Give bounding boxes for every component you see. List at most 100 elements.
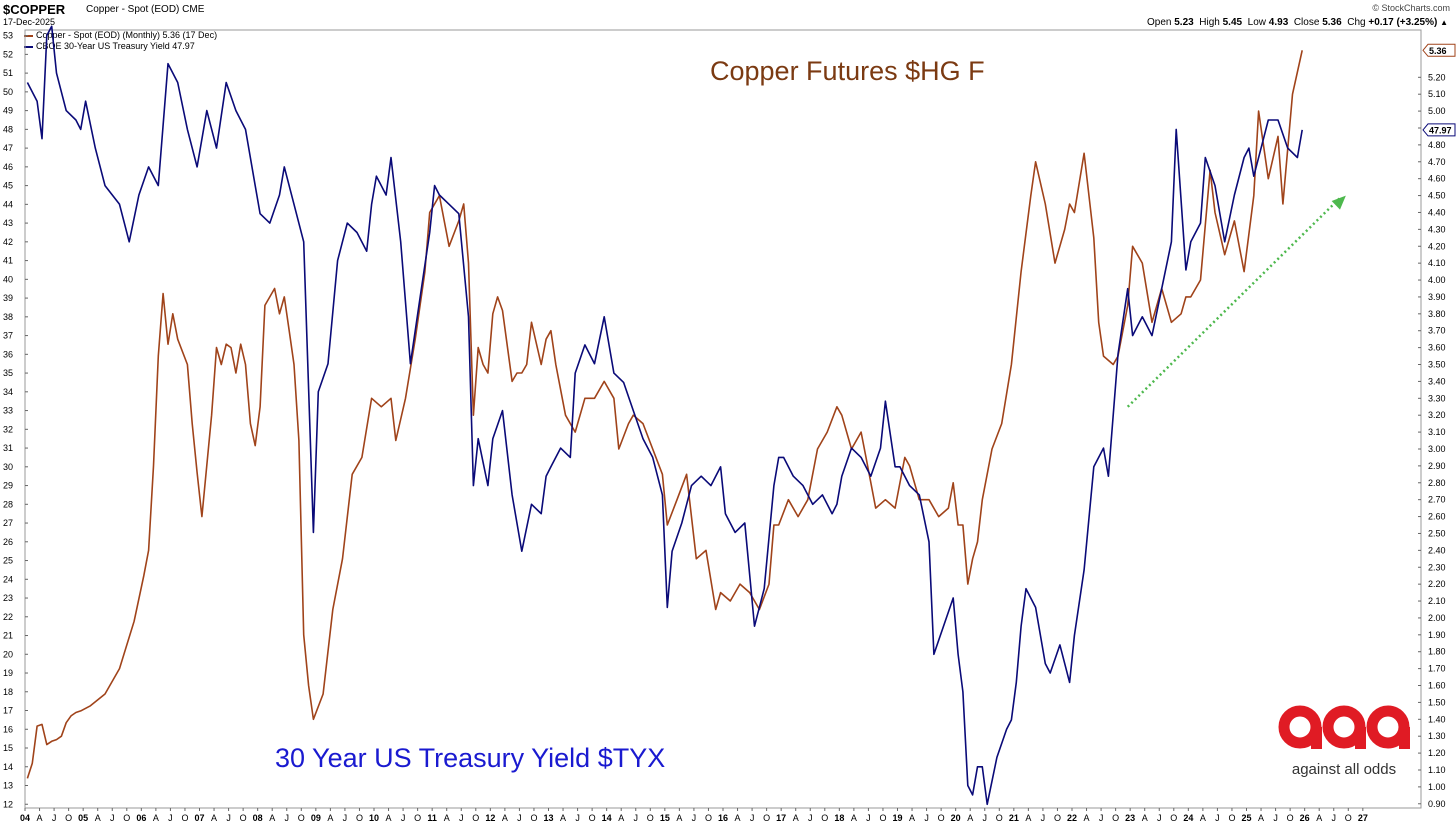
right-axis-tick-label: 5.20 — [1428, 72, 1446, 82]
chg-label: Chg — [1347, 17, 1366, 28]
x-axis-tick-label: J — [1157, 813, 1162, 823]
left-axis-tick-label: 23 — [3, 593, 13, 603]
x-axis-tick-label: 15 — [660, 813, 670, 823]
x-axis-tick-label: O — [763, 813, 770, 823]
right-axis-tick-label: 3.80 — [1428, 309, 1446, 319]
right-axis-tick-label: 1.90 — [1428, 630, 1446, 640]
tyx-last-value-tag-text: 47.97 — [1429, 125, 1452, 135]
left-axis-tick-label: 38 — [3, 312, 13, 322]
x-axis-tick-label: J — [1332, 813, 1337, 823]
against-all-odds-logo: against all odds — [1278, 703, 1410, 778]
right-axis-tick-label: 1.00 — [1428, 782, 1446, 792]
legend-item-copper[interactable]: Copper - Spot (EOD) (Monthly) 5.36 (17 D… — [24, 30, 217, 41]
legend-swatch-copper — [24, 34, 33, 37]
x-axis-tick-label: O — [589, 813, 596, 823]
x-axis-tick-label: O — [879, 813, 886, 823]
x-axis-tick-label: A — [735, 813, 741, 823]
up-triangle-icon: ▲ — [1440, 18, 1448, 27]
x-axis-tick-label: O — [1345, 813, 1352, 823]
x-axis-tick-label: J — [634, 813, 639, 823]
right-axis-tick-label: 2.70 — [1428, 495, 1446, 505]
right-axis-tick-label: 4.40 — [1428, 207, 1446, 217]
x-axis-tick-label: O — [1112, 813, 1119, 823]
x-axis-tick-label: J — [52, 813, 57, 823]
right-axis-tick-label: 3.30 — [1428, 393, 1446, 403]
x-axis-tick-label: O — [65, 813, 72, 823]
left-axis-tick-label: 18 — [3, 687, 13, 697]
logo-ring-tail-1 — [1311, 727, 1322, 749]
x-axis-tick-label: 13 — [543, 813, 553, 823]
x-axis-tick-label: J — [401, 813, 406, 823]
quote-bar: Open 5.23 High 5.45 Low 4.93 Close 5.36 … — [1147, 17, 1448, 28]
left-axis-tick-label: 52 — [3, 49, 13, 59]
x-axis-tick-label: J — [983, 813, 988, 823]
right-axis-tick-label: 5.00 — [1428, 106, 1446, 116]
x-axis-tick-label: 26 — [1300, 813, 1310, 823]
x-axis-tick-label: A — [269, 813, 275, 823]
chart-legend: Copper - Spot (EOD) (Monthly) 5.36 (17 D… — [24, 30, 217, 52]
tyx-annotation: 30 Year US Treasury Yield $TYX — [275, 743, 666, 773]
chg-value: +0.17 (+3.25%) — [1368, 17, 1438, 28]
x-axis-tick-label: O — [356, 813, 363, 823]
x-axis-tick-label: 18 — [834, 813, 844, 823]
left-axis-tick-label: 46 — [3, 162, 13, 172]
legend-swatch-tyx — [24, 45, 33, 48]
high-label: High — [1199, 17, 1220, 28]
right-axis-tick-label: 1.80 — [1428, 647, 1446, 657]
left-axis-tick-label: 20 — [3, 649, 13, 659]
x-axis-tick-label: A — [153, 813, 159, 823]
right-axis-tick-label: 4.60 — [1428, 174, 1446, 184]
chart-date: 17-Dec-2025 — [3, 17, 56, 27]
low-value: 4.93 — [1268, 17, 1289, 28]
copper-last-value-tag-box — [1422, 43, 1456, 57]
right-axis-tick-label: 3.60 — [1428, 343, 1446, 353]
x-axis-tick-label: O — [1170, 813, 1177, 823]
x-axis-tick-label: J — [924, 813, 929, 823]
right-axis-tick-label: 1.40 — [1428, 714, 1446, 724]
left-axis-tick-label: 30 — [3, 462, 13, 472]
x-axis-tick-label: A — [1084, 813, 1090, 823]
x-axis-tick-label: A — [386, 813, 392, 823]
right-axis-tick-label: 4.70 — [1428, 157, 1446, 167]
right-axis-tick-label: 4.30 — [1428, 224, 1446, 234]
right-axis-tick-label: 2.80 — [1428, 478, 1446, 488]
right-axis-tick-label: 4.80 — [1428, 140, 1446, 150]
right-axis-tick-label: 3.00 — [1428, 444, 1446, 454]
copper-annotation: Copper Futures $HG F — [710, 56, 985, 86]
left-axis-tick-label: 51 — [3, 68, 13, 78]
left-axis-tick-label: 42 — [3, 237, 13, 247]
logo-ring-tail-3 — [1399, 727, 1410, 749]
close-value: 5.36 — [1322, 17, 1342, 28]
right-axis-tick-label: 2.60 — [1428, 512, 1446, 522]
x-axis-tick-label: O — [123, 813, 130, 823]
x-axis-tick-label: J — [750, 813, 755, 823]
copper-last-value-tag-text: 5.36 — [1429, 46, 1447, 56]
x-axis-tick-label: O — [996, 813, 1003, 823]
x-axis-tick-label: J — [285, 813, 290, 823]
x-axis-tick-label: 04 — [20, 813, 30, 823]
legend-item-tyx[interactable]: CBOE 30-Year US Treasury Yield 47.97 — [24, 41, 217, 52]
left-axis-tick-label: 35 — [3, 368, 13, 378]
x-axis-tick-label: J — [866, 813, 871, 823]
left-axis-tick-label: 16 — [3, 724, 13, 734]
x-axis-tick-label: 05 — [78, 813, 88, 823]
x-axis-tick-label: 24 — [1183, 813, 1193, 823]
x-axis-tick-label: O — [1287, 813, 1294, 823]
right-axis-tick-label: 2.10 — [1428, 596, 1446, 606]
left-axis-tick-label: 12 — [3, 799, 13, 809]
x-axis-tick-label: 10 — [369, 813, 379, 823]
right-axis-tick-label: 4.50 — [1428, 191, 1446, 201]
x-axis-tick-label: 19 — [892, 813, 902, 823]
series-line-copper — [26, 50, 1303, 779]
close-label: Close — [1293, 17, 1320, 28]
left-axis-tick-label: 41 — [3, 256, 13, 266]
stockcharts-credit[interactable]: © StockCharts.com — [1372, 3, 1450, 13]
x-axis-tick-label: A — [95, 813, 101, 823]
right-axis-tick-label: 2.20 — [1428, 579, 1446, 589]
x-axis-tick-label: O — [472, 813, 479, 823]
x-axis-tick-label: A — [327, 813, 333, 823]
x-axis-tick-label: A — [618, 813, 624, 823]
right-axis-tick-label: 2.30 — [1428, 562, 1446, 572]
right-axis-tick-label: 1.60 — [1428, 681, 1446, 691]
